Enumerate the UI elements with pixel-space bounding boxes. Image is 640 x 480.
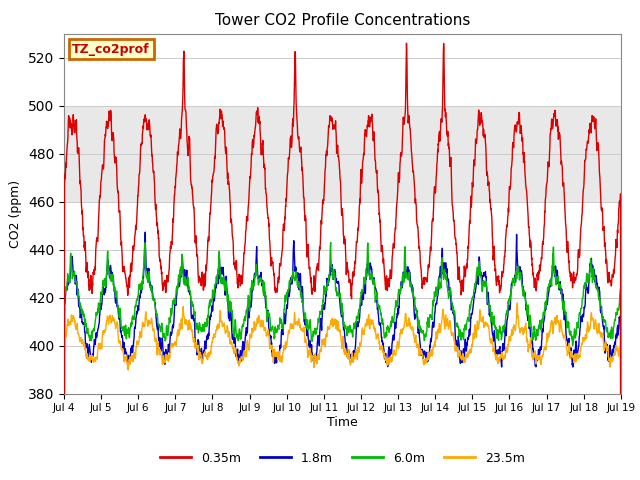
Text: TZ_co2prof: TZ_co2prof	[72, 43, 150, 56]
Bar	[64, 106, 621, 202]
Title: Tower CO2 Profile Concentrations: Tower CO2 Profile Concentrations	[214, 13, 470, 28]
Legend: 0.35m, 1.8m, 6.0m, 23.5m: 0.35m, 1.8m, 6.0m, 23.5m	[155, 447, 530, 469]
Y-axis label: CO2 (ppm): CO2 (ppm)	[10, 180, 22, 248]
X-axis label: Time: Time	[327, 416, 358, 429]
